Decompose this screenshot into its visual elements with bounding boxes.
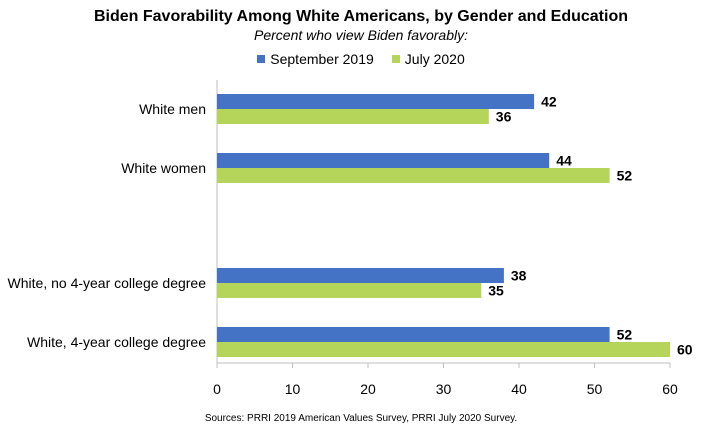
source-note: Sources: PRRI 2019 American Values Surve… [204,413,518,424]
data-label: 38 [511,268,527,284]
x-tick-label: 30 [436,381,452,397]
data-label: 52 [617,327,633,343]
category-label: White men [139,101,206,117]
bar-july-2020 [217,168,610,183]
legend-label-september-2019: September 2019 [270,51,374,67]
bar-july-2020 [217,283,482,298]
bar-july-2020 [217,109,489,124]
category-label: White, 4-year college degree [27,334,206,350]
bar-july-2020 [217,342,670,357]
bar-september-2019 [217,327,610,342]
x-tick-label: 50 [587,381,603,397]
data-label: 42 [541,94,557,110]
bar-september-2019 [217,94,535,109]
data-label: 60 [677,342,693,358]
data-label: 36 [496,109,512,125]
legend-item-september-2019: September 2019 [257,51,374,67]
chart-title: Biden Favorability Among White Americans… [93,8,628,25]
data-label: 35 [488,283,504,299]
category-label: White, no 4-year college degree [8,275,207,291]
legend-swatch-september-2019 [257,55,266,63]
legend-label-july-2020: July 2020 [404,51,465,67]
chart-legend: September 2019 July 2020 [0,51,722,67]
bar-september-2019 [217,153,550,168]
x-tick-label: 10 [285,381,301,397]
data-label: 52 [617,168,633,184]
x-tick-label: 40 [511,381,527,397]
x-tick-label: 20 [360,381,376,397]
x-tick-label: 0 [213,381,221,397]
legend-swatch-july-2020 [391,55,400,63]
data-label: 44 [556,153,572,169]
category-label: White women [121,160,206,176]
chart-subtitle: Percent who view Biden favorably: [254,27,468,43]
x-tick-label: 60 [662,381,678,397]
bar-september-2019 [217,268,504,283]
legend-item-july-2020: July 2020 [391,51,465,67]
